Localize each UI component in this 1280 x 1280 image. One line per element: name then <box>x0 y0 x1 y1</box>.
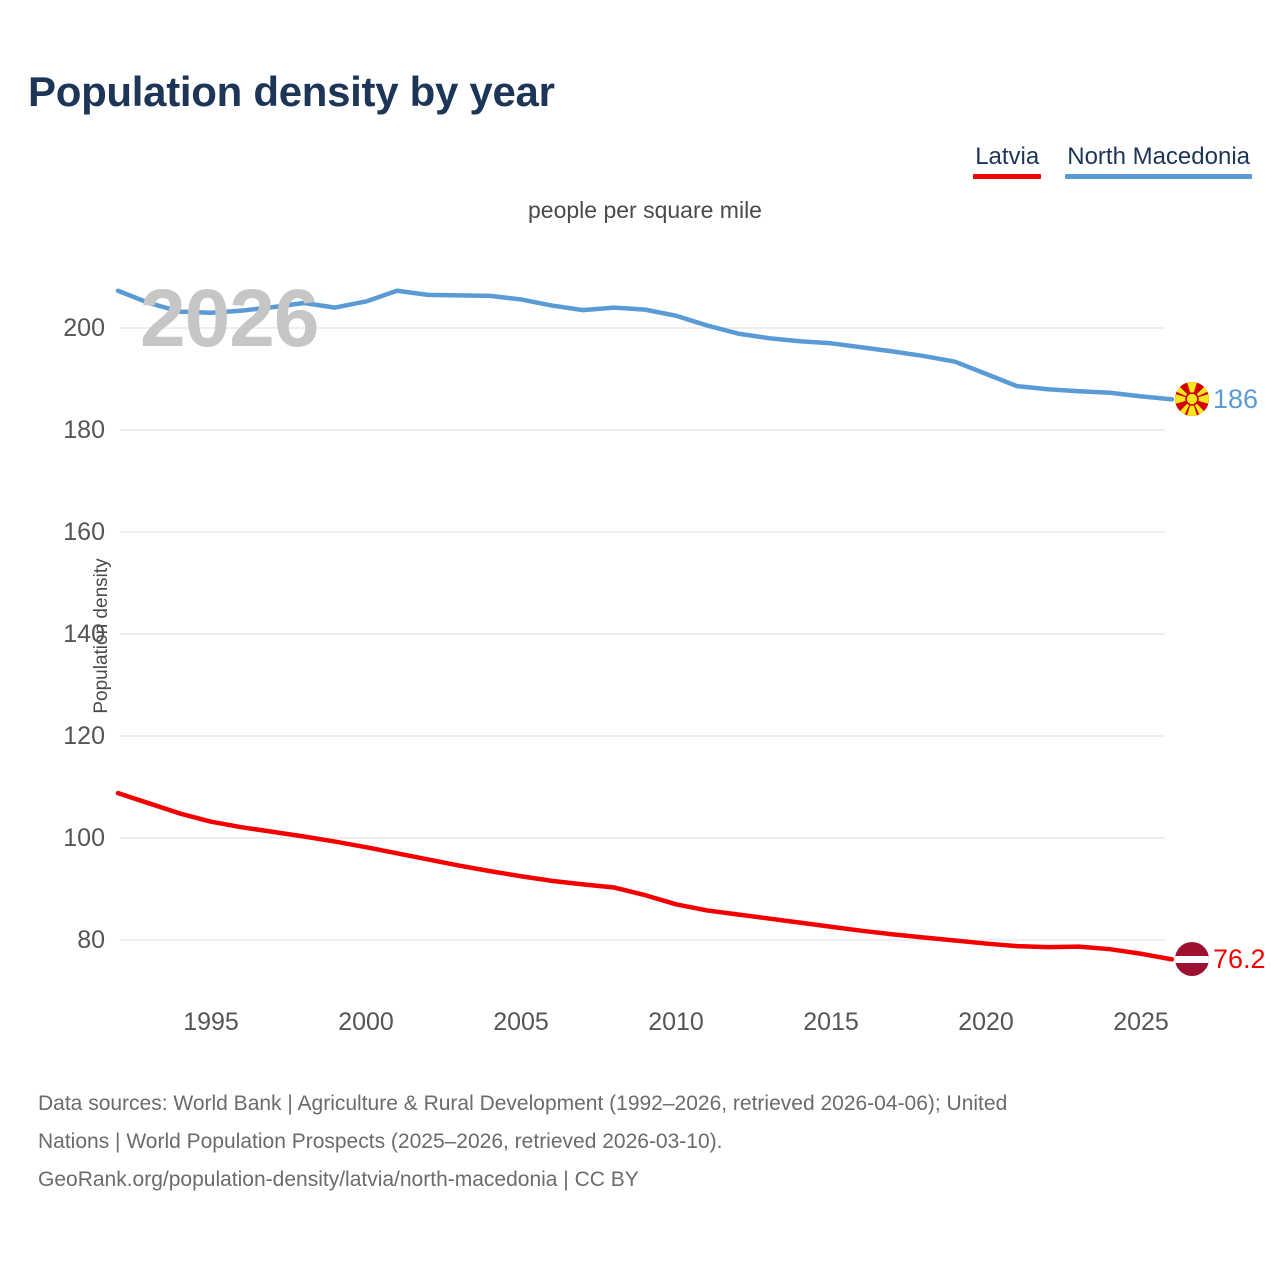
legend-item-north-macedonia[interactable]: North Macedonia <box>1065 143 1252 179</box>
footer-line-3: GeoRank.org/population-density/latvia/no… <box>38 1168 639 1191</box>
chart-subtitle: people per square mile <box>528 197 762 223</box>
legend-label-latvia: Latvia <box>975 143 1040 170</box>
y-axis-ticks: 80 100 120 140 160 180 200 <box>20 0 105 1060</box>
gridlines <box>120 327 1165 941</box>
x-axis-ticks: 1995 2000 2005 2010 2015 2020 2025 <box>0 1008 1280 1048</box>
flag-latvia-icon <box>1175 942 1209 977</box>
y-tick-label: 80 <box>77 926 105 954</box>
footer-sources: Data sources: World Bank | Agriculture &… <box>38 1085 1258 1199</box>
y-tick-label: 160 <box>63 518 105 546</box>
footer-line-2: Nations | World Population Prospects (20… <box>38 1130 723 1153</box>
x-tick-label: 2010 <box>648 1008 704 1036</box>
y-tick-label: 180 <box>63 416 105 444</box>
y-tick-label: 120 <box>63 722 105 750</box>
chart-svg <box>115 288 1175 962</box>
endpoint-value-latvia: 76.2 <box>1213 943 1266 974</box>
footer-line-1: Data sources: World Bank | Agriculture &… <box>38 1092 1008 1115</box>
legend-color-swatch-north-macedonia <box>1065 174 1252 179</box>
endpoint-latvia: 76.2 <box>1175 942 1266 977</box>
series-line-latvia <box>115 790 1175 962</box>
y-tick-label: 100 <box>63 824 105 852</box>
endpoint-north-macedonia: 186 <box>1175 382 1259 417</box>
x-tick-label: 1995 <box>183 1008 239 1036</box>
y-tick-label: 200 <box>63 314 105 342</box>
series-line-north-macedonia <box>115 288 1175 402</box>
year-watermark: 2026 <box>140 273 319 364</box>
legend-label-north-macedonia: North Macedonia <box>1067 143 1250 170</box>
legend-item-latvia[interactable]: Latvia <box>973 143 1042 179</box>
x-tick-label: 2015 <box>803 1008 859 1036</box>
x-tick-label: 2000 <box>338 1008 394 1036</box>
x-tick-label: 2005 <box>493 1008 549 1036</box>
plot-area: 2026 Population density 80 100 120 140 160 18… <box>0 0 1280 1060</box>
chart-legend: Latvia North Macedonia <box>973 143 1252 179</box>
y-tick-label: 140 <box>63 620 105 648</box>
x-tick-label: 2020 <box>958 1008 1014 1036</box>
x-tick-label: 2025 <box>1113 1008 1169 1036</box>
page-title: Population density by year <box>28 68 555 115</box>
endpoint-value-north-macedonia: 186 <box>1213 383 1259 414</box>
legend-color-swatch-latvia <box>973 174 1042 179</box>
flag-north-macedonia-icon <box>1175 382 1209 417</box>
